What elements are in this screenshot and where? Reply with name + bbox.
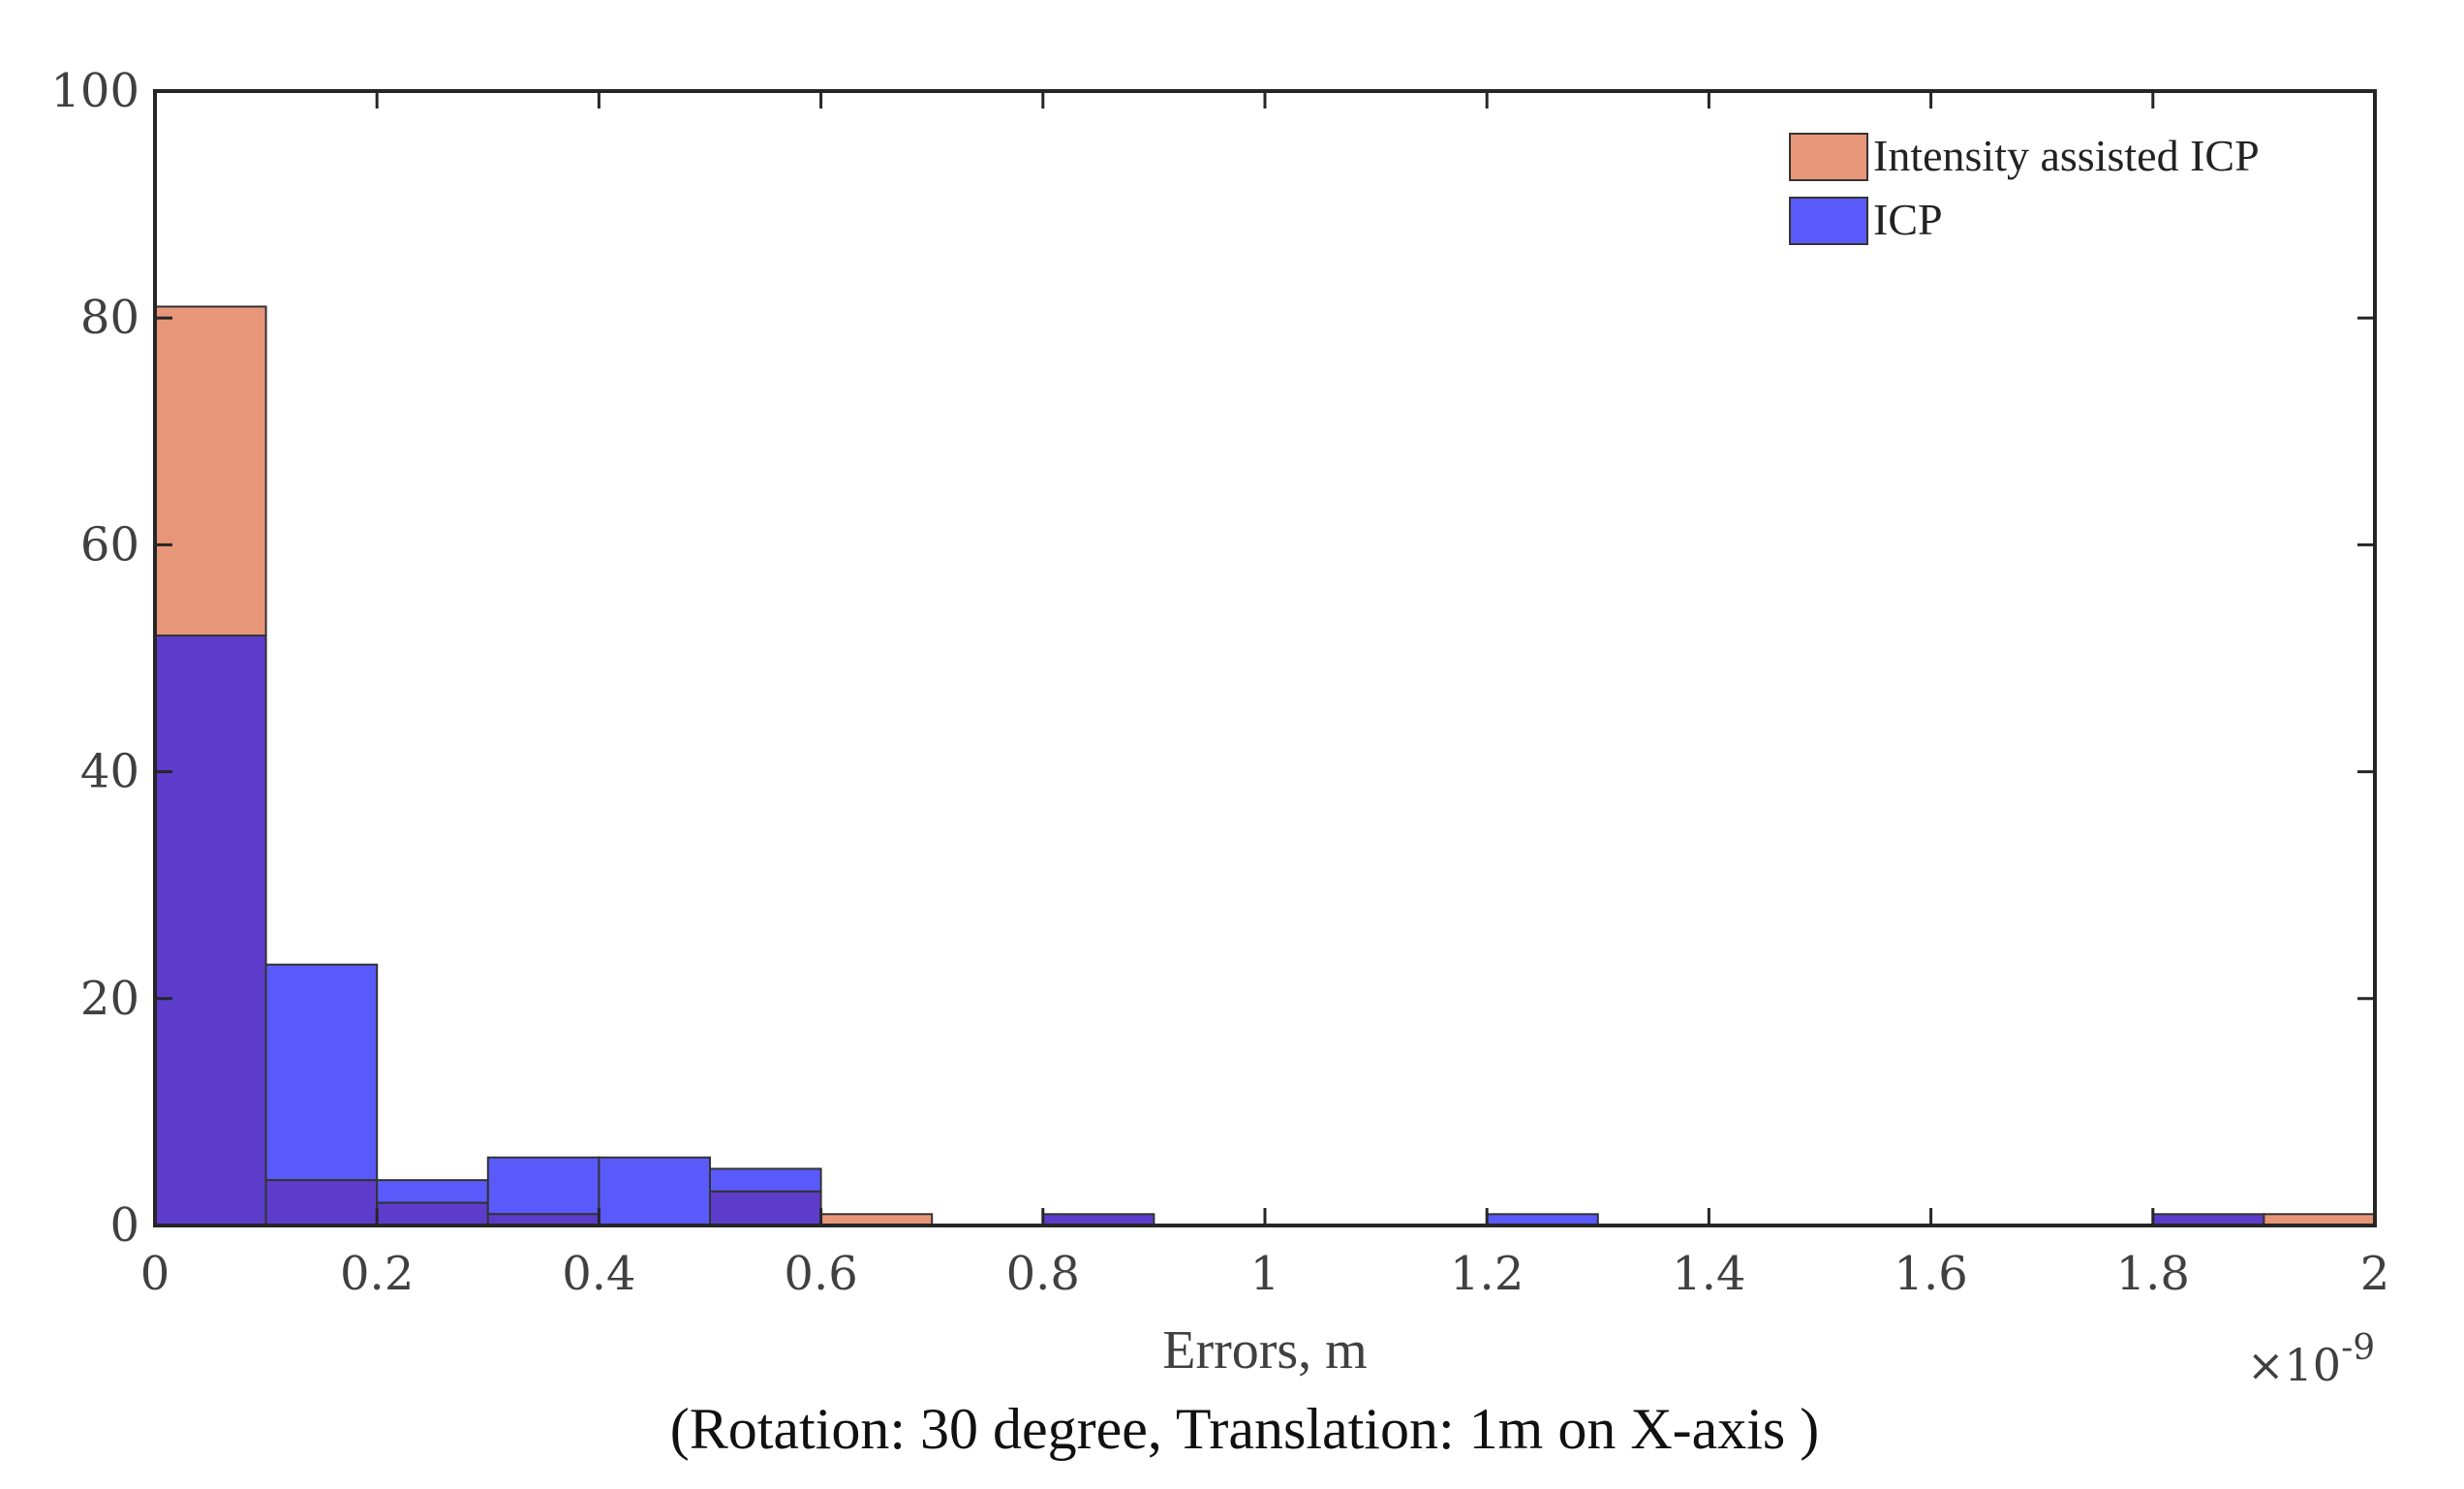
bar-icp-bin-5: [709, 1167, 822, 1193]
x-tick-label-8: 1.6: [1894, 1247, 1967, 1301]
bar-intensity-bin-0: [154, 305, 267, 637]
x-tick-label-1: 0.2: [340, 1247, 414, 1301]
y-tick-label-3: 60: [80, 517, 139, 572]
bar-icp-bin-2: [376, 1179, 489, 1204]
y-tick-label-0: 0: [109, 1198, 139, 1253]
x-axis-exponent-base: ×10: [2247, 1339, 2341, 1391]
y-tick-label-2: 40: [80, 745, 139, 799]
x-axis-title: Errors, m: [1162, 1320, 1368, 1380]
legend-swatch-0: [1789, 133, 1868, 181]
bar-overlap-bin-1: [264, 1179, 379, 1227]
legend: Intensity assisted ICP ICP: [1789, 131, 2260, 245]
x-axis-exponent: ×10-9: [2247, 1328, 2375, 1391]
x-tick-label-10: 2: [2360, 1247, 2390, 1301]
legend-swatch-1: [1789, 197, 1868, 245]
y-tick-label-5: 100: [50, 64, 139, 118]
x-tick-label-9: 1.8: [2116, 1247, 2190, 1301]
bar-overlap-bin-0: [154, 635, 267, 1226]
bar-icp-bin-1: [264, 963, 379, 1182]
x-tick-label-6: 1.2: [1450, 1247, 1524, 1301]
y-tick-label-1: 20: [80, 972, 139, 1026]
legend-label-1: ICP: [1873, 195, 1943, 244]
x-tick-label-7: 1.4: [1672, 1247, 1745, 1301]
bar-icp-bin-3: [486, 1156, 601, 1216]
x-axis-exponent-power: -9: [2341, 1328, 2375, 1368]
x-tick-label-4: 0.8: [1006, 1247, 1080, 1301]
bar-overlap-bin-5: [709, 1190, 822, 1226]
bar-overlap-bin-2: [376, 1201, 489, 1226]
bar-icp-bin-4: [598, 1156, 712, 1226]
y-tick-label-4: 80: [80, 291, 139, 345]
x-tick-label-2: 0.4: [562, 1247, 635, 1301]
figure-caption: (Rotation: 30 degree, Translation: 1m on…: [670, 1397, 1820, 1461]
bars-layer: [154, 305, 2376, 1227]
legend-label-0: Intensity assisted ICP: [1873, 131, 2260, 180]
x-tick-label-3: 0.6: [784, 1247, 857, 1301]
x-tick-label-5: 1: [1250, 1247, 1280, 1301]
x-tick-label-0: 0: [140, 1247, 170, 1301]
